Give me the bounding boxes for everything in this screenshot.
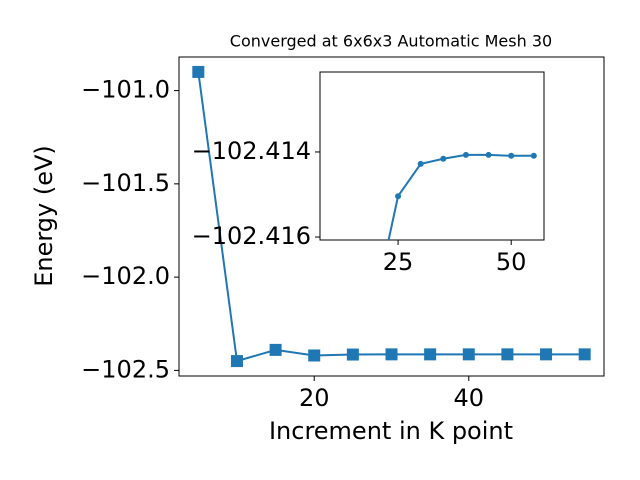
- y-tick-label: −102.416: [192, 222, 311, 250]
- marker: [440, 155, 447, 162]
- data-line: [387, 153, 534, 240]
- marker: [462, 348, 475, 361]
- y-tick-label: −101.0: [81, 76, 170, 104]
- marker: [540, 348, 553, 361]
- x-tick-label: 25: [383, 248, 414, 276]
- marker: [485, 151, 492, 158]
- marker: [192, 65, 205, 78]
- marker: [269, 343, 282, 356]
- marker: [501, 348, 514, 361]
- plot-area: [192, 65, 591, 368]
- x-tick-label: 50: [496, 248, 527, 276]
- marker: [508, 152, 515, 159]
- x-tick-label: 20: [299, 384, 330, 412]
- x-axis-label: Increment in K point: [269, 417, 513, 445]
- marker: [308, 349, 321, 362]
- marker: [530, 152, 537, 159]
- y-tick-label: −101.5: [81, 169, 170, 197]
- marker: [578, 348, 591, 361]
- marker: [230, 355, 243, 368]
- plot-area: [387, 151, 537, 240]
- marker: [346, 348, 359, 361]
- marker: [385, 348, 398, 361]
- marker: [424, 348, 437, 361]
- chart-title: Converged at 6x6x3 Automatic Mesh 30: [230, 32, 552, 51]
- marker: [462, 151, 469, 158]
- y-axis-label: Energy (eV): [30, 145, 58, 287]
- y-tick-label: −102.5: [81, 355, 170, 383]
- y-tick-label: −102.0: [81, 262, 170, 290]
- x-tick-label: 40: [453, 384, 484, 412]
- marker: [417, 160, 424, 167]
- y-tick-label: −102.414: [192, 137, 311, 165]
- marker: [395, 193, 402, 200]
